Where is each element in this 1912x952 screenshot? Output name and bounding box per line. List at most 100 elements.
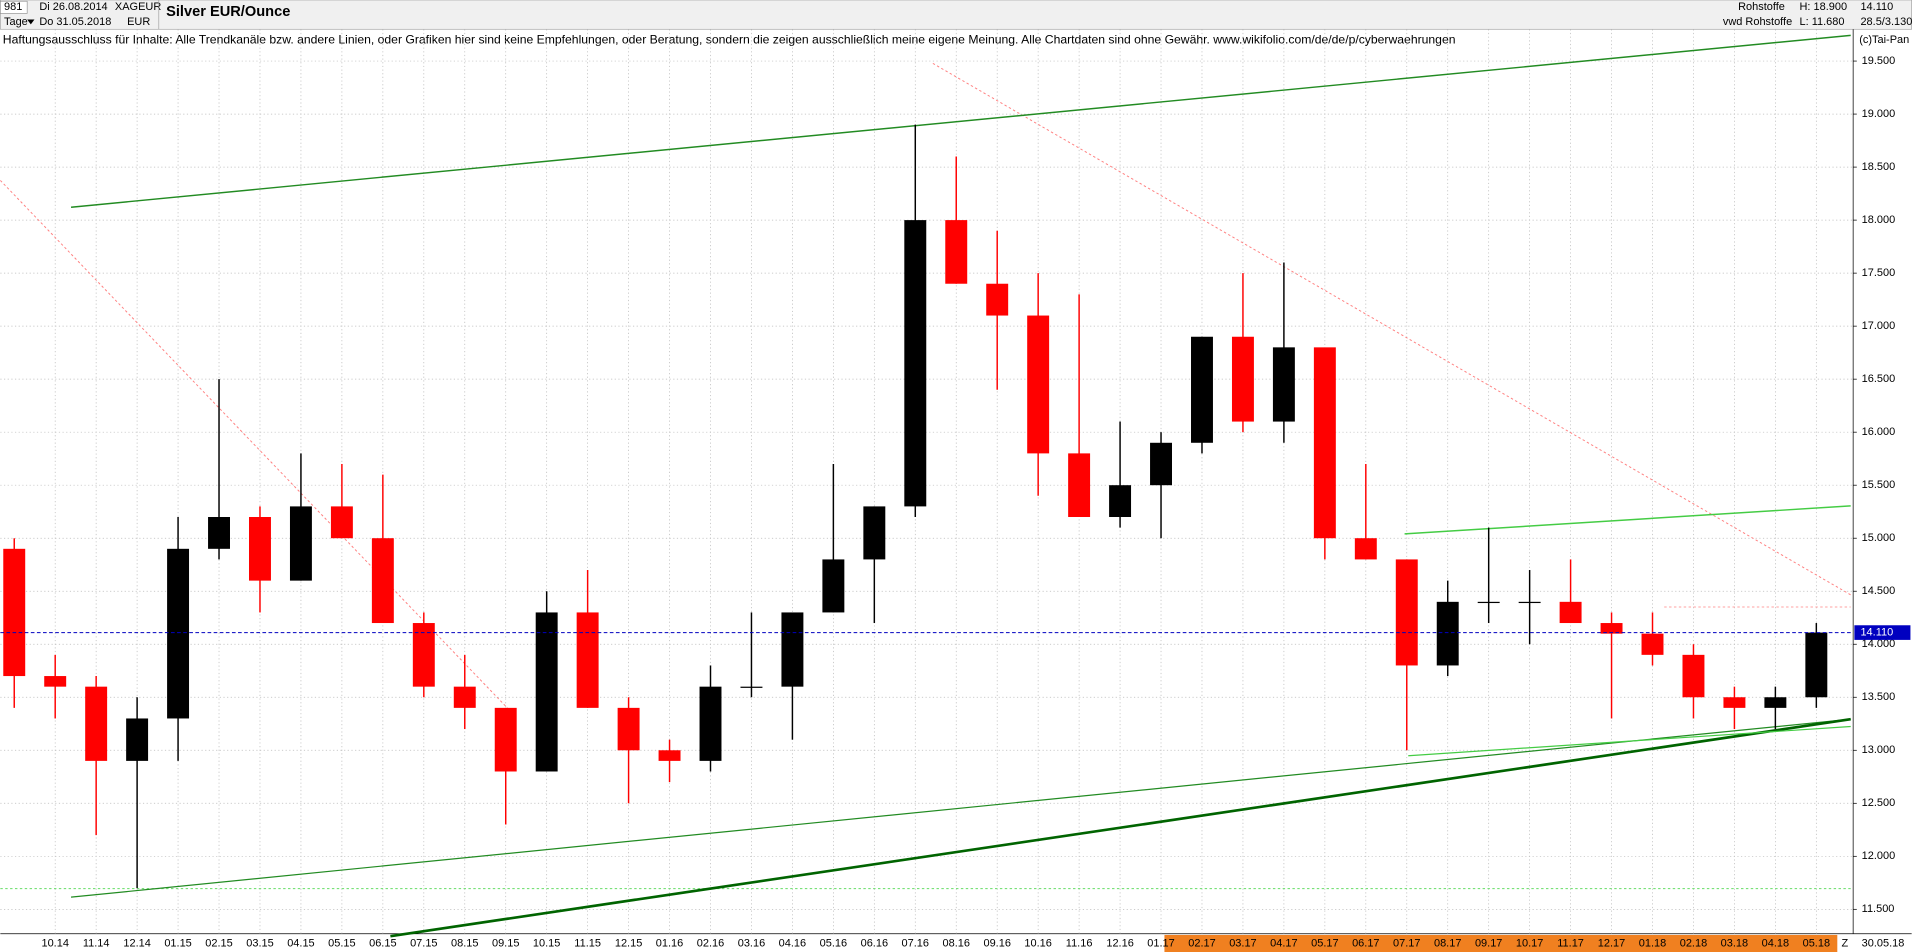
x-tick-label: 01.15 (164, 937, 191, 949)
x-tick-label: 03.15 (246, 937, 273, 949)
x-tick-label: 11.14 (83, 937, 110, 949)
x-tick-label: 01.17 (1147, 937, 1174, 949)
x-tick-label: 07.16 (902, 937, 929, 949)
x-tick-label: 04.16 (779, 937, 806, 949)
x-tick-label: 02.15 (205, 937, 232, 949)
x-tick-label: 09.15 (492, 937, 519, 949)
candle-body (85, 686, 108, 761)
y-tick-label: 16.000 (1862, 426, 1896, 438)
range-highlight (1164, 934, 1838, 952)
trend-support (390, 717, 1851, 938)
x-tick-label: 12.16 (1106, 937, 1133, 949)
count-box[interactable] (0, 0, 28, 14)
y-tick-label: 15.000 (1862, 532, 1896, 544)
x-tick-label: 06.15 (369, 937, 396, 949)
candle-body (371, 538, 394, 624)
candle-body (1395, 559, 1418, 666)
channel-bottom (70, 718, 1851, 898)
candle-body (289, 506, 312, 581)
period[interactable]: Tage (4, 16, 28, 28)
candle-body (617, 707, 640, 751)
y-tick-label: 18.000 (1862, 214, 1896, 226)
candle-body (1805, 632, 1828, 698)
y-tick-label: 11.500 (1862, 903, 1895, 915)
resistance-line (932, 62, 1851, 596)
x-tick-label: 07.17 (1393, 937, 1420, 949)
currency: EUR (127, 16, 150, 28)
x-tick-label: 10.14 (41, 937, 68, 949)
candle-body (986, 283, 1009, 316)
x-tick-label: 03.18 (1721, 937, 1748, 949)
y-tick-label: 19.000 (1862, 108, 1896, 120)
dropdown-arrow[interactable] (27, 19, 35, 25)
footer-date: 30.05.18 (1862, 937, 1905, 949)
last-price-box (1854, 625, 1911, 640)
candle-body (945, 220, 968, 284)
y-tick-label: 18.500 (1862, 161, 1896, 173)
x-tick-label: 08.16 (943, 937, 970, 949)
x-tick-label: 05.18 (1803, 937, 1830, 949)
x-tick-label: 12.15 (615, 937, 642, 949)
source: vwd Rohstoffe (1723, 16, 1792, 28)
copyright: (c)Tai-Pan (1859, 34, 1909, 46)
x-tick-label: 02.17 (1188, 937, 1215, 949)
start-date: Di 26.08.2014 (39, 1, 107, 13)
x-tick-label: 06.16 (861, 937, 888, 949)
x-tick-label: 07.15 (410, 937, 437, 949)
x-tick-label: 01.18 (1639, 937, 1666, 949)
candle-body (863, 506, 886, 560)
candle-body (208, 517, 230, 549)
candle-body (1518, 601, 1541, 604)
candle-body (494, 707, 517, 772)
x-tick-label: 10.16 (1024, 937, 1051, 949)
x-tick-label: 10.15 (533, 937, 560, 949)
x-tick-label: 04.15 (287, 937, 314, 949)
y-tick-label: 14.500 (1862, 585, 1896, 597)
x-tick-label: 11.16 (1066, 937, 1093, 949)
y-tick-label: 15.500 (1862, 479, 1896, 491)
candle-body (1559, 601, 1582, 624)
x-tick-label: 02.18 (1680, 937, 1707, 949)
candle-body (822, 559, 845, 613)
candle-body (1109, 485, 1132, 518)
candle-body (1191, 336, 1213, 443)
x-tick-label: 06.17 (1352, 937, 1379, 949)
x-tick-label: 02.16 (697, 937, 724, 949)
x-tick-label: 12.17 (1598, 937, 1625, 949)
candle-body (658, 750, 681, 761)
x-tick-label: 03.16 (738, 937, 765, 949)
candle-body (576, 612, 599, 708)
candle-body (330, 506, 353, 539)
x-tick-label: 08.15 (451, 937, 478, 949)
x-tick-label: 04.17 (1270, 937, 1297, 949)
candle-body (412, 623, 435, 687)
x-tick-label: 05.17 (1311, 937, 1338, 949)
y-tick-label: 12.500 (1862, 797, 1896, 809)
x-tick-label: 11.15 (574, 937, 601, 949)
y-tick-label: 19.500 (1862, 55, 1896, 67)
high: H: 18.900 (1800, 1, 1848, 13)
footer-mark: Z (1842, 937, 1849, 949)
count: 981 (4, 1, 22, 13)
candle-body (781, 612, 804, 687)
candle-body (1027, 315, 1050, 454)
candle-body (740, 686, 763, 688)
candle-body (1723, 697, 1746, 708)
channel-top (70, 34, 1851, 208)
candle-body (126, 718, 149, 761)
x-tick-label: 03.17 (1229, 937, 1256, 949)
candle-body (904, 220, 927, 507)
low: L: 11.680 (1800, 16, 1845, 28)
candle-body (1600, 623, 1623, 634)
candle-body (1354, 538, 1377, 560)
candle-body (453, 686, 476, 708)
x-tick-label: 01.16 (656, 937, 683, 949)
x-tick-label: 12.14 (123, 937, 150, 949)
x-tick-label: 05.16 (820, 937, 847, 949)
channel-bottom (1408, 725, 1851, 757)
candle-body (1764, 697, 1787, 708)
x-tick-label: 05.15 (328, 937, 355, 949)
x-tick-label: 04.18 (1762, 937, 1789, 949)
y-tick-label: 12.000 (1862, 850, 1896, 862)
